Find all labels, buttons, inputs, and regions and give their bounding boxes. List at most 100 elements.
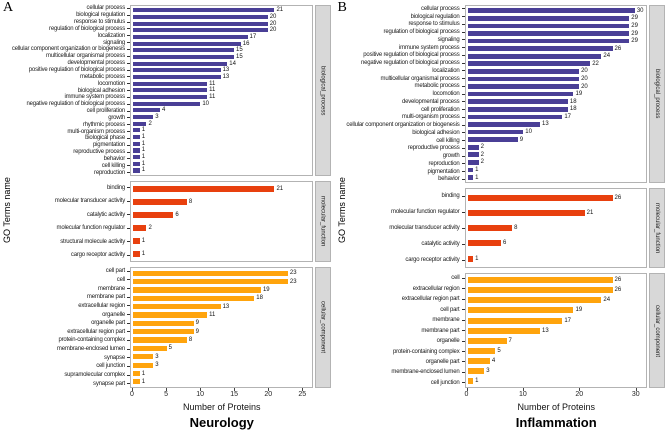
facet-strip: molecular_function xyxy=(649,188,665,269)
bar-row: 1 xyxy=(131,160,312,167)
bar-value: 1 xyxy=(141,160,146,167)
row-label: behavior xyxy=(20,156,130,163)
bar xyxy=(133,295,255,301)
bar-row: 3 xyxy=(131,353,312,361)
bar-row: 18 xyxy=(131,294,312,302)
tick-mark xyxy=(461,227,465,229)
facets: cellular process biological regulation res… xyxy=(12,5,331,388)
axis-tick xyxy=(579,388,581,391)
bar xyxy=(133,354,154,360)
facet-strip-label: biological_process xyxy=(654,69,660,119)
plot-area: 26 21 8 6 1 xyxy=(464,188,647,269)
facet-biological_process: cellular process biological regulation res… xyxy=(12,5,331,176)
bar-row: 1 xyxy=(131,167,312,174)
bar-row: 30 xyxy=(466,7,647,15)
row-label: membrane xyxy=(20,284,130,293)
tick-mark xyxy=(127,124,130,126)
bar-value: 18 xyxy=(569,106,577,113)
axis-tick xyxy=(200,388,202,391)
facet-strip-label: cellular_component xyxy=(319,301,326,354)
bar xyxy=(133,237,140,244)
tick-mark xyxy=(127,165,130,167)
row-label: cargo receptor activity xyxy=(20,249,130,263)
row-label: cell proliferation xyxy=(355,106,465,114)
bar-value: 1 xyxy=(141,134,146,141)
bar xyxy=(467,377,474,384)
bar-row: 13 xyxy=(131,74,312,81)
bar-row: 10 xyxy=(466,128,647,136)
bar-row: 20 xyxy=(466,68,647,76)
bar-value: 2 xyxy=(480,151,484,158)
bar xyxy=(133,68,221,73)
bar-row: 10 xyxy=(131,100,312,107)
row-label: reproduction xyxy=(355,160,465,168)
row-label: membrane-enclosed lumen xyxy=(20,345,130,354)
bar xyxy=(133,345,167,352)
bar-row: 6 xyxy=(131,209,312,222)
bar xyxy=(467,99,568,105)
tick-mark xyxy=(127,357,130,359)
bar-value: 2 xyxy=(148,120,152,127)
bar-row: 13 xyxy=(131,302,312,310)
bar-value: 23 xyxy=(289,270,297,277)
row-label: multicellular organismal process xyxy=(20,53,130,60)
row-label: cellular process xyxy=(20,5,130,12)
tick-mark xyxy=(461,259,465,261)
bar-value: 21 xyxy=(276,186,284,193)
axis-tick xyxy=(166,388,168,391)
tick-mark xyxy=(127,151,130,153)
bar-value: 1 xyxy=(475,377,479,384)
bar-row: 19 xyxy=(466,90,647,98)
chart-content: cellular process biological regulation res… xyxy=(12,5,331,434)
bar xyxy=(133,135,140,140)
tick-mark xyxy=(461,23,465,25)
bar-value: 4 xyxy=(161,107,166,114)
bar-value: 3 xyxy=(155,353,159,360)
bar-row: 6 xyxy=(466,236,647,251)
bar-value: 7 xyxy=(508,337,512,344)
bar-row: 13 xyxy=(466,326,647,336)
tick-mark xyxy=(127,28,130,30)
tick-mark xyxy=(461,8,465,10)
bar xyxy=(467,167,474,173)
row-label: cellular component organization or bioge… xyxy=(12,46,130,53)
bar-value: 6 xyxy=(175,212,179,219)
bar-value: 26 xyxy=(614,277,622,284)
x-axis: 0 5 10 15 20 25 xyxy=(130,388,313,400)
tick-mark xyxy=(461,277,465,279)
bar-value: 29 xyxy=(631,22,638,29)
bar xyxy=(133,115,154,120)
bar-row: 1 xyxy=(131,134,312,141)
tick-mark xyxy=(127,158,130,160)
tick-mark xyxy=(461,309,465,311)
bar xyxy=(133,54,235,60)
bar-value: 13 xyxy=(222,303,230,310)
bar-row: 24 xyxy=(466,295,647,305)
row-label: cell xyxy=(20,276,130,285)
bar-value: 29 xyxy=(631,15,638,22)
bar-row: 11 xyxy=(131,311,312,319)
bar-value: 21 xyxy=(276,7,284,14)
bar-value: 1 xyxy=(141,378,146,385)
row-label: binding xyxy=(355,188,465,204)
bar-row: 5 xyxy=(131,344,312,352)
bar xyxy=(467,367,485,374)
tick-mark xyxy=(127,76,130,78)
row-label: membrane part xyxy=(20,293,130,302)
tick-mark xyxy=(461,93,465,95)
row-label: extracellular region xyxy=(20,302,130,311)
row-labels: cell extracellular region extracellular re… xyxy=(355,273,465,388)
facet-strip: biological_process xyxy=(314,5,331,176)
row-label: cargo receptor activity xyxy=(355,252,465,268)
bar-value: 18 xyxy=(569,98,577,105)
row-label: biological regulation xyxy=(20,12,130,19)
row-label: locomotion xyxy=(20,80,130,87)
row-label: molecular function regulator xyxy=(20,221,130,235)
bar-row: 20 xyxy=(466,75,647,83)
row-label: cell part xyxy=(20,267,130,276)
row-label: cellular process xyxy=(355,5,465,13)
bar-row: 4 xyxy=(466,356,647,366)
chart-content: cellular process biological regulation res… xyxy=(346,5,665,434)
bar-row: 20 xyxy=(131,14,312,21)
bar xyxy=(467,53,602,59)
